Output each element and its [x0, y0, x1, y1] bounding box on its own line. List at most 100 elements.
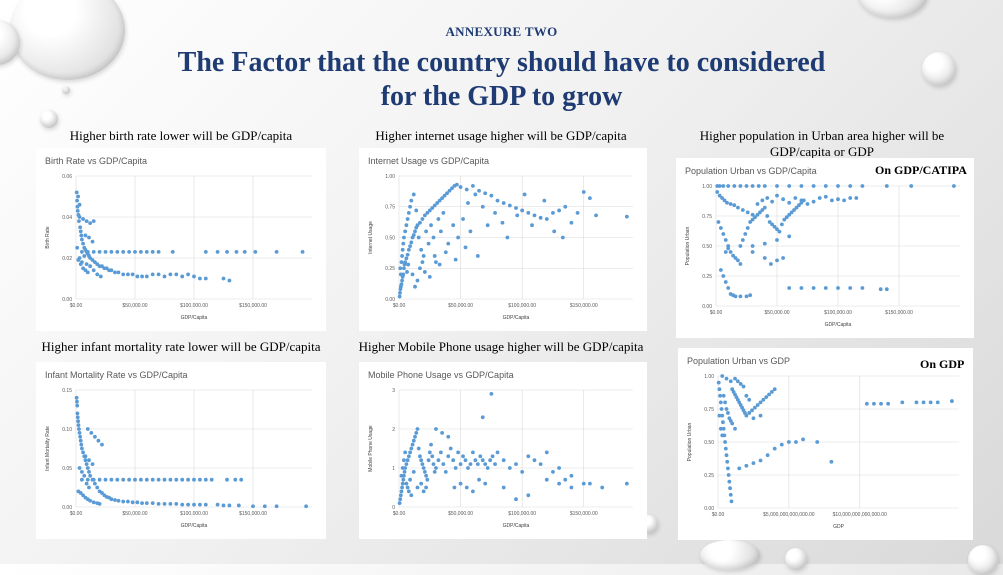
data-point [209, 477, 214, 482]
data-point [569, 220, 574, 225]
data-point [422, 470, 427, 474]
data-point [480, 415, 485, 420]
data-point [744, 294, 749, 299]
data-point [81, 493, 85, 498]
data-point [779, 222, 784, 227]
data-point [751, 416, 756, 421]
data-point [726, 246, 731, 251]
data-point [121, 499, 126, 504]
data-point [745, 210, 750, 215]
birth-svg: Birth Rate vs GDP/Capita 0.00 0.02 0.04 0.06… [45, 156, 312, 321]
data-point [156, 249, 161, 254]
data-point [587, 196, 592, 201]
data-point [544, 477, 549, 482]
data-point [624, 481, 629, 486]
y-tick-label: 1.00 [385, 174, 395, 180]
data-point [409, 240, 414, 245]
x-tick-label: $150,000.00 [239, 511, 267, 517]
y-tick-label: 0 [392, 505, 395, 511]
data-point [581, 481, 586, 486]
data-point [92, 434, 97, 439]
data-point [87, 235, 91, 240]
chart-title: Population Urban vs GDP [687, 356, 790, 366]
data-point [413, 229, 417, 234]
data-point [75, 198, 79, 203]
data-point [530, 223, 534, 228]
data-point [401, 241, 406, 246]
data-point [794, 440, 798, 444]
data-point [426, 458, 431, 463]
data-point [731, 253, 735, 258]
data-point [794, 205, 799, 210]
data-point [717, 184, 722, 188]
data-point [398, 290, 402, 295]
data-point [900, 400, 905, 405]
data-point [765, 453, 770, 458]
data-point [761, 397, 766, 402]
data-point [80, 477, 84, 482]
x-tick-label: $0.00 [712, 512, 725, 518]
y-axis-label: Birth Rate [45, 226, 51, 248]
data-point [398, 497, 403, 502]
data-point [725, 459, 730, 464]
data-point [304, 504, 308, 509]
urban_gdp-svg: Population Urban vs GDP 0.00 0.25 0.50 0.75 1… [687, 356, 959, 530]
data-point [186, 477, 191, 482]
data-point [398, 493, 403, 498]
data-point [453, 257, 458, 262]
x-axis-label: GDP/Capita [503, 523, 530, 529]
data-point [501, 201, 506, 205]
data-point [88, 498, 93, 503]
data-point [451, 458, 456, 463]
data-point [402, 470, 407, 474]
data-point [914, 400, 919, 405]
data-point [815, 440, 820, 444]
data-point [728, 379, 733, 384]
data-point [115, 249, 120, 254]
data-point [563, 204, 568, 209]
x-tick-label: $100,000.00 [508, 303, 536, 309]
data-point [500, 220, 505, 225]
data-point [126, 499, 130, 504]
data-point [406, 262, 411, 267]
water-drop-decoration [10, 0, 125, 80]
data-point [464, 485, 469, 490]
data-point [88, 264, 93, 269]
data-point [403, 229, 408, 234]
urban_capita-svg: Population Urban vs GDP/Capita 0.00 0.25 0.… [685, 166, 960, 328]
data-point [150, 249, 155, 254]
data-point [82, 254, 87, 258]
x-axis-label: GDP/Capita [181, 523, 208, 529]
data-point [400, 247, 405, 252]
data-point [436, 217, 441, 221]
data-point [720, 413, 725, 418]
data-point [180, 502, 185, 507]
data-point [419, 481, 424, 486]
data-point [719, 407, 724, 411]
data-point [489, 392, 494, 396]
data-point [225, 249, 229, 254]
data-point [411, 233, 416, 237]
data-point [79, 233, 84, 238]
data-point [78, 225, 83, 230]
data-point [408, 450, 412, 455]
data-point [91, 268, 96, 273]
data-point [789, 210, 794, 215]
data-point [733, 256, 738, 260]
data-point [538, 462, 543, 466]
data-point [717, 387, 722, 392]
data-point [744, 463, 749, 468]
data-point [430, 454, 435, 459]
data-point [454, 182, 459, 187]
data-point [432, 203, 437, 208]
data-point [738, 184, 743, 188]
data-point [405, 458, 410, 463]
data-point [76, 194, 81, 199]
data-point [441, 462, 446, 466]
data-point [738, 244, 743, 248]
data-point [440, 196, 445, 201]
data-point [758, 458, 763, 463]
data-point [522, 192, 527, 197]
data-point [400, 254, 404, 258]
x-tick-label: $50,000.00 [122, 303, 147, 309]
